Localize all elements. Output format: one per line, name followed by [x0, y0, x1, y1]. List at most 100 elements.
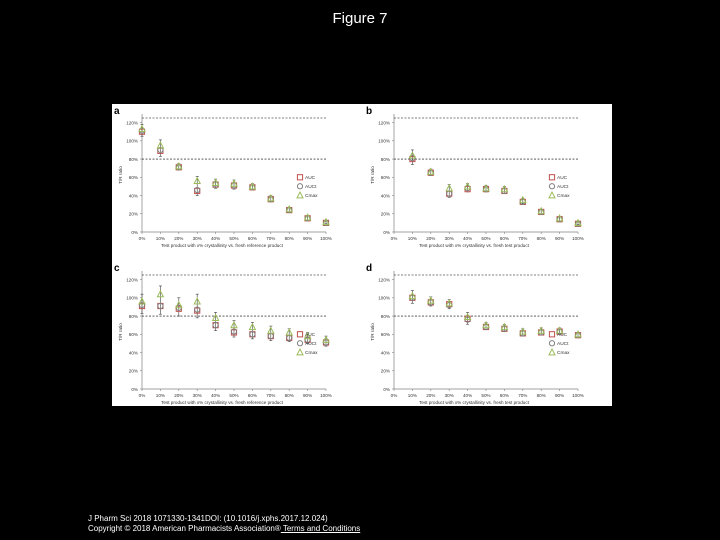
data-point-cmax [138, 297, 146, 305]
y-tick-label: 100% [126, 296, 138, 301]
x-tick-label: 60% [500, 393, 509, 398]
panel-letter: a [114, 106, 120, 117]
y-tick-label: 40% [381, 193, 390, 198]
y-tick-label: 80% [129, 314, 138, 319]
x-tick-label: 30% [193, 393, 202, 398]
legend-label-auct: AUCt [557, 184, 569, 190]
x-tick-label: 30% [445, 236, 454, 241]
data-point-cmax [518, 195, 527, 204]
x-tick-label: 10% [408, 236, 417, 241]
citation-block: J Pharm Sci 2018 1071330-1341DOI: (10.10… [88, 514, 360, 534]
legend-marker-cmax [296, 347, 304, 356]
data-point-cmax [285, 328, 294, 336]
data-point-auct [138, 301, 146, 309]
y-tick-label: 80% [129, 157, 138, 162]
x-tick-label: 50% [481, 236, 490, 241]
x-tick-label: 70% [266, 393, 275, 398]
x-tick-label: 80% [285, 393, 294, 398]
x-tick-label: 40% [211, 393, 220, 398]
legend-label-cmax: Cmax [305, 350, 318, 356]
data-point-cmax [537, 206, 546, 215]
data-point-cmax [248, 322, 257, 331]
x-tick-label: 100% [320, 236, 332, 241]
x-tick-label: 20% [174, 236, 183, 241]
data-point-cmax [230, 179, 238, 187]
y-tick-label: 60% [129, 332, 138, 337]
legend-label-cmax: Cmax [557, 350, 570, 356]
legend-label-auc: AUC [557, 175, 568, 181]
legend-marker-auct [548, 340, 556, 347]
x-tick-label: 80% [537, 393, 546, 398]
data-point-cmax [230, 320, 238, 329]
figure-chart-grid: a 0% 20% 40% 60% 80% 100% 120% 0% 10% 20% 30% 40% 50%… [114, 106, 584, 405]
data-point-cmax [537, 326, 546, 334]
data-point-auct [304, 336, 311, 343]
data-point-cmax [574, 329, 582, 338]
legend-label-auc: AUC [557, 332, 568, 338]
panel-a: a 0% 20% 40% 60% 80% 100% 120% 0% 10% 20% 30% 40% 50%… [114, 106, 332, 248]
data-point-cmax [156, 141, 165, 149]
x-tick-label: 90% [555, 236, 564, 241]
panel-b: b 0% 20% 40% 60% 80% 100% 120% 0% 10% 20% 30% 40% 50%… [366, 106, 584, 248]
legend-marker-auct [296, 183, 304, 190]
data-point-auct [157, 302, 164, 310]
panel-c: c 0% 20% 40% 60% 80% 100% 120% 0% 10% 20% 30% 40% 50%… [114, 263, 332, 405]
panel-letter: b [366, 106, 372, 117]
legend-marker-auc [296, 174, 304, 181]
panel-d: d 0% 20% 40% 60% 80% 100% 120% 0% 10% 20% 30% 40% 50%… [366, 263, 584, 405]
x-tick-label: 100% [320, 393, 332, 398]
x-tick-label: 40% [463, 393, 472, 398]
y-tick-label: 20% [381, 369, 390, 374]
data-point-cmax [555, 214, 564, 222]
terms-and-conditions-link[interactable]: Terms and Conditions [280, 524, 361, 533]
x-tick-label: 60% [248, 393, 257, 398]
x-tick-label: 50% [481, 393, 490, 398]
panel-letter: d [366, 263, 372, 274]
x-tick-label: 70% [518, 393, 527, 398]
data-point-auct [212, 322, 219, 329]
x-tick-label: 30% [193, 236, 202, 241]
data-point-cmax [463, 182, 472, 190]
x-tick-label: 30% [445, 393, 454, 398]
y-tick-label: 100% [378, 139, 390, 144]
data-point-cmax [322, 335, 330, 343]
legend-label-auct: AUCt [305, 184, 317, 190]
legend-marker-auc [296, 331, 304, 338]
data-point-cmax [193, 176, 202, 185]
data-point-cmax [303, 331, 312, 340]
legend-marker-auct [296, 340, 304, 347]
data-point-cmax [574, 218, 582, 226]
y-tick-label: 40% [129, 193, 138, 198]
x-tick-label: 50% [229, 236, 238, 241]
x-tick-label: 10% [156, 236, 165, 241]
data-point-cmax [211, 313, 220, 321]
data-point-cmax [248, 182, 257, 190]
y-tick-label: 0% [383, 230, 390, 235]
data-point-auct [249, 331, 256, 338]
y-tick-label: 80% [381, 314, 390, 319]
x-tick-label: 90% [555, 393, 564, 398]
legend-marker-cmax [296, 190, 304, 199]
x-tick-label: 70% [266, 236, 275, 241]
x-tick-label: 60% [500, 236, 509, 241]
y-tick-label: 60% [129, 175, 138, 180]
data-point-cmax [193, 297, 202, 305]
legend-marker-cmax [548, 347, 556, 356]
data-point-cmax [445, 298, 454, 307]
y-tick-label: 20% [129, 212, 138, 217]
x-tick-label: 70% [518, 236, 527, 241]
x-tick-label: 90% [303, 393, 312, 398]
data-point-cmax [555, 326, 564, 334]
legend-marker-auc [548, 174, 556, 181]
x-tick-label: 20% [174, 393, 183, 398]
y-axis-title: T/R ratio [118, 166, 123, 184]
x-tick-label: 20% [426, 393, 435, 398]
y-tick-label: 100% [126, 139, 138, 144]
x-tick-label: 80% [537, 236, 546, 241]
y-axis-title: T/R ratio [370, 323, 375, 341]
data-point-cmax [138, 124, 146, 133]
y-tick-label: 60% [381, 332, 390, 337]
legend-label-auc: AUC [305, 175, 316, 181]
legend-label-auc: AUC [305, 332, 316, 338]
y-tick-label: 0% [131, 230, 138, 235]
